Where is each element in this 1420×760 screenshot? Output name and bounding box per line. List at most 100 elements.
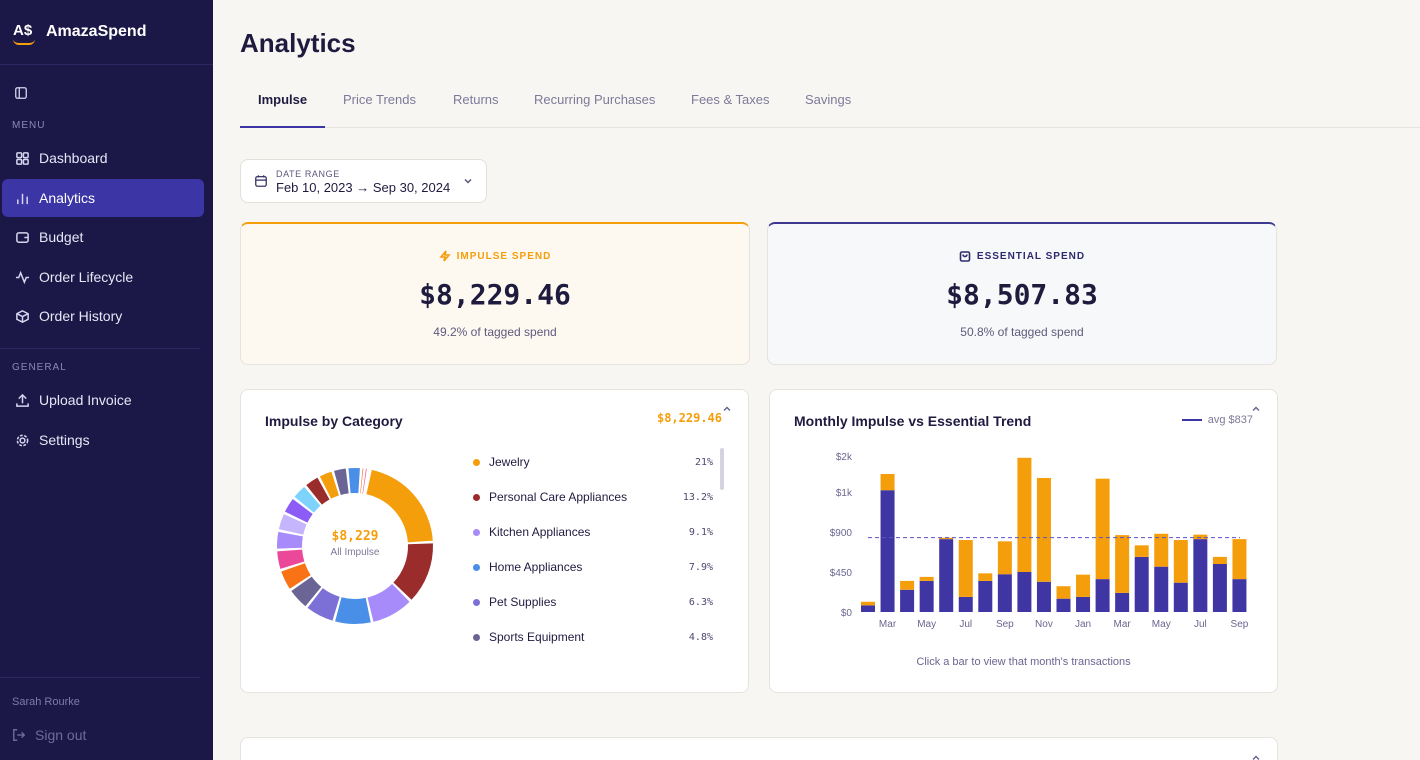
bar-impulse[interactable] <box>1134 545 1149 557</box>
donut-slice[interactable] <box>278 514 307 535</box>
bar-impulse[interactable] <box>900 580 915 590</box>
legend-item[interactable]: Sports Equipment 4.8% <box>473 627 713 647</box>
tab-recurring-purchases[interactable]: Recurring Purchases <box>534 92 656 107</box>
bar-impulse[interactable] <box>861 601 875 606</box>
bar-impulse[interactable] <box>1017 457 1032 572</box>
bar-essential[interactable] <box>1076 596 1091 612</box>
donut-slice[interactable] <box>335 597 371 624</box>
donut-slice[interactable] <box>360 468 364 494</box>
legend-item[interactable]: Pet Supplies 6.3% <box>473 592 713 612</box>
sidebar-item-upload-invoice[interactable]: Upload Invoice <box>2 381 204 419</box>
bar-essential[interactable] <box>861 605 875 612</box>
bar-impulse[interactable] <box>939 537 954 540</box>
bar-essential[interactable] <box>958 596 973 612</box>
brand-name[interactable]: AmazaSpend <box>46 23 147 40</box>
bar-essential[interactable] <box>939 539 954 612</box>
sidebar-collapse-icon[interactable] <box>14 86 28 100</box>
bar-essential[interactable] <box>1056 598 1071 612</box>
collapse-caret-icon[interactable] <box>722 404 732 414</box>
donut-slice[interactable] <box>362 468 367 494</box>
sign-out-button[interactable]: Sign out <box>12 727 86 743</box>
sidebar-item-order-history[interactable]: Order History <box>2 297 204 335</box>
bar-impulse[interactable] <box>880 474 895 491</box>
tab-impulse[interactable]: Impulse <box>240 92 326 128</box>
legend-item[interactable]: Home Appliances 7.9% <box>473 557 713 577</box>
tab-fees-taxes[interactable]: Fees & Taxes <box>691 92 770 107</box>
bar-impulse[interactable] <box>1193 534 1208 540</box>
donut-slice[interactable] <box>284 498 313 523</box>
sidebar-item-settings[interactable]: Settings <box>2 421 204 459</box>
bar-impulse[interactable] <box>978 573 993 581</box>
bar-impulse[interactable] <box>1115 535 1130 593</box>
sidebar-item-budget[interactable]: Budget <box>2 218 204 256</box>
bar-impulse[interactable] <box>1212 556 1227 564</box>
bar-essential[interactable] <box>1212 564 1227 612</box>
bar-essential[interactable] <box>1095 579 1110 612</box>
bar-impulse[interactable] <box>1036 477 1051 582</box>
donut-slice[interactable] <box>367 583 410 622</box>
brand-logo[interactable]: A$ <box>13 22 35 45</box>
legend-name: Personal Care Appliances <box>489 490 628 504</box>
bar-essential[interactable] <box>1193 539 1208 612</box>
bar-essential[interactable] <box>1232 579 1247 612</box>
bar-essential[interactable] <box>1017 572 1032 612</box>
date-range-value: Feb 10, 2023 → Sep 30, 2024 <box>276 180 451 195</box>
bar-impulse[interactable] <box>1095 478 1110 580</box>
bar-impulse[interactable] <box>1154 533 1169 567</box>
bar-essential[interactable] <box>1134 556 1149 612</box>
logo-text: A$ <box>13 22 33 39</box>
donut-center-value: $8,229 <box>331 529 379 544</box>
donut-slice[interactable] <box>294 486 321 513</box>
legend-item[interactable]: Jewelry 21% <box>473 452 713 472</box>
legend-item[interactable]: Kitchen Appliances 9.1% <box>473 522 713 542</box>
donut-slice[interactable] <box>393 543 433 600</box>
bar-essential[interactable] <box>919 580 934 612</box>
bar-impulse[interactable] <box>1056 586 1071 599</box>
bar-essential[interactable] <box>1173 582 1188 612</box>
sidebar-item-dashboard[interactable]: Dashboard <box>2 139 204 177</box>
category-donut-chart[interactable] <box>271 462 439 630</box>
bar-impulse[interactable] <box>1076 574 1091 597</box>
legend-pct: 21% <box>694 456 713 468</box>
bar-essential[interactable] <box>997 574 1012 612</box>
bar-essential[interactable] <box>1154 566 1169 612</box>
bar-essential[interactable] <box>1115 592 1130 612</box>
donut-slice[interactable] <box>277 531 303 549</box>
donut-slice[interactable] <box>291 576 322 607</box>
legend-scrollbar[interactable] <box>720 448 724 490</box>
bar-essential[interactable] <box>900 589 915 612</box>
donut-slice[interactable] <box>277 549 305 569</box>
donut-slice[interactable] <box>306 477 330 505</box>
collapse-caret-icon[interactable] <box>1251 753 1261 760</box>
date-range-picker[interactable]: DATE RANGE Feb 10, 2023 → Sep 30, 2024 <box>240 159 487 203</box>
bar-essential[interactable] <box>880 490 895 612</box>
bar-impulse[interactable] <box>1232 539 1247 580</box>
tab-price-trends[interactable]: Price Trends <box>343 92 416 107</box>
tab-returns[interactable]: Returns <box>453 92 499 107</box>
donut-slice[interactable] <box>366 469 433 543</box>
collapse-caret-icon[interactable] <box>1251 404 1261 414</box>
bar-impulse[interactable] <box>919 576 934 581</box>
bar-impulse[interactable] <box>1173 540 1188 583</box>
bar-impulse[interactable] <box>958 540 973 597</box>
donut-slice[interactable] <box>348 468 360 494</box>
tab-savings[interactable]: Savings <box>805 92 852 107</box>
average-legend: avg $837 <box>1181 414 1253 426</box>
sidebar-item-analytics[interactable]: Analytics <box>2 179 204 217</box>
sidebar-item-label: Order History <box>39 308 123 324</box>
legend-dot <box>473 563 480 571</box>
monthly-trend-chart[interactable]: $0 $450 $900 $1k $2k Mar May Jul Sep Nov Jan Mar May… <box>770 440 1279 640</box>
bar-essential[interactable] <box>978 580 993 612</box>
donut-slice[interactable] <box>319 471 339 499</box>
donut-slice[interactable] <box>307 588 340 621</box>
legend-name: Sports Equipment <box>489 630 585 644</box>
shopping-bag-icon <box>959 251 971 262</box>
donut-slice[interactable] <box>281 563 311 589</box>
donut-slice[interactable] <box>334 468 349 495</box>
bar-impulse[interactable] <box>997 541 1012 575</box>
grid-icon <box>14 150 30 166</box>
x-tick-label: Jul <box>1194 619 1207 630</box>
legend-item[interactable]: Personal Care Appliances 13.2% <box>473 487 713 507</box>
bar-essential[interactable] <box>1036 581 1051 612</box>
sidebar-item-order-lifecycle[interactable]: Order Lifecycle <box>2 258 204 296</box>
